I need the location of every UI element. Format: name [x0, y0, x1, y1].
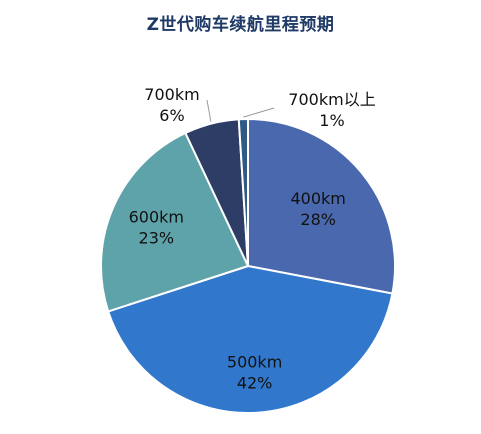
- slice-percent-label: 42%: [237, 374, 273, 393]
- slice-category-label: 500km: [227, 353, 282, 372]
- leader-line-700km: [206, 99, 212, 122]
- slice-category-label: 700km以上: [288, 90, 375, 109]
- slice-percent-label: 1%: [319, 111, 344, 130]
- slice-category-label: 400km: [291, 189, 346, 208]
- slice-percent-label: 28%: [300, 210, 336, 229]
- chart-title: Z世代购车续航里程预期: [146, 15, 335, 35]
- pie-slice-400km: [247, 117, 396, 295]
- pie-slice-600km: [100, 131, 250, 313]
- slice-percent-label: 6%: [159, 106, 184, 125]
- pie-slice-500km: [106, 264, 394, 414]
- slice-percent-label: 23%: [139, 228, 175, 247]
- pie-slice-700km以上: [237, 117, 249, 267]
- slice-category-label: 700km: [144, 85, 199, 104]
- slice-category-label: 600km: [129, 207, 184, 226]
- leader-line-700km以上: [243, 107, 275, 118]
